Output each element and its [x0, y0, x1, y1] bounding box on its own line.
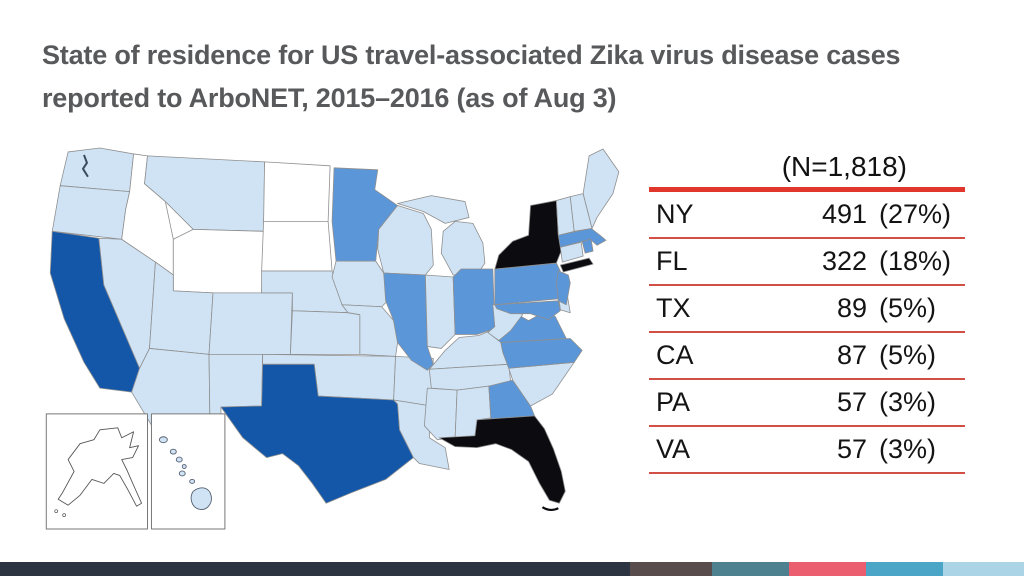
map-state-nd: [263, 161, 331, 222]
footer-segment-brown: [630, 562, 712, 576]
slide-footer-color-bar: [0, 562, 1024, 576]
map-state-in: [424, 274, 456, 349]
row-count: 57: [836, 434, 867, 464]
table-row: FL 322 (18%): [649, 239, 965, 286]
puget-sound-detail: [82, 154, 89, 178]
table-row: TX 89 (5%): [649, 286, 965, 333]
slide-title-line2: reported to ArboNET, 2015–2016 (as of Au…: [42, 83, 617, 113]
row-state: VA: [656, 434, 691, 464]
map-state-ma: [557, 227, 607, 248]
map-state-ia: [331, 260, 391, 308]
row-count: 322: [821, 246, 867, 276]
map-state-hi: [158, 436, 212, 510]
row-percent: (27%): [879, 199, 952, 229]
table-row: CA 87 (5%): [649, 333, 965, 380]
row-state: CA: [656, 340, 694, 370]
map-state-ga: [488, 379, 535, 420]
map-state-co: [208, 292, 293, 355]
row-percent: (5%): [879, 293, 937, 323]
map-long-island: [559, 257, 594, 273]
map-state-md: [494, 300, 561, 321]
row-percent: (5%): [879, 340, 937, 370]
row-state: NY: [656, 199, 694, 229]
footer-segment-blue: [866, 562, 943, 576]
map-state-me: [582, 148, 620, 229]
row-state: PA: [656, 387, 691, 417]
row-percent: (18%): [879, 246, 952, 276]
row-count: 57: [836, 387, 867, 417]
hawaii-inset-box: [150, 413, 226, 530]
row-count: 491: [821, 199, 867, 229]
table-row: VA 57 (3%): [649, 427, 965, 474]
footer-segment-teal: [712, 562, 789, 576]
slide-title: State of residence for US travel-associa…: [42, 34, 952, 120]
cases-table: (N=1,818) NY 491 (27%) FL 322 (18%) TX 8…: [649, 147, 965, 474]
map-state-mi: [397, 195, 486, 276]
map-state-ks: [290, 310, 361, 355]
row-state: TX: [656, 293, 691, 323]
row-percent: (3%): [879, 387, 937, 417]
map-state-nj: [555, 270, 571, 306]
row-count: 87: [836, 340, 867, 370]
row-count: 89: [836, 293, 867, 323]
slide-title-line1: State of residence for US travel-associa…: [42, 40, 901, 70]
map-state-wa: [59, 147, 135, 193]
footer-segment-navy: [0, 562, 630, 576]
row-percent: (3%): [879, 434, 937, 464]
map-state-wy: [172, 228, 265, 294]
table-total-label: (N=1,818): [781, 151, 907, 182]
map-state-or: [51, 185, 131, 240]
map-state-sd: [261, 221, 333, 272]
row-state: FL: [656, 246, 688, 276]
map-state-fl: [438, 415, 566, 504]
map-state-tx: [220, 363, 414, 504]
aleutian-island-1: [54, 509, 59, 514]
map-state-pa: [494, 262, 561, 306]
footer-segment-pink: [789, 562, 866, 576]
footer-segment-light-blue: [943, 562, 1024, 576]
map-state-oh: [452, 268, 496, 335]
table-header-rule: [649, 187, 965, 192]
aleutian-island-2: [62, 513, 66, 517]
map-state-ak: [57, 427, 142, 507]
table-row: NY 491 (27%): [649, 192, 965, 239]
florida-keys: [541, 506, 559, 512]
table-row: PA 57 (3%): [649, 380, 965, 427]
map-state-nc: [500, 338, 583, 369]
us-choropleth-map: [44, 144, 640, 533]
